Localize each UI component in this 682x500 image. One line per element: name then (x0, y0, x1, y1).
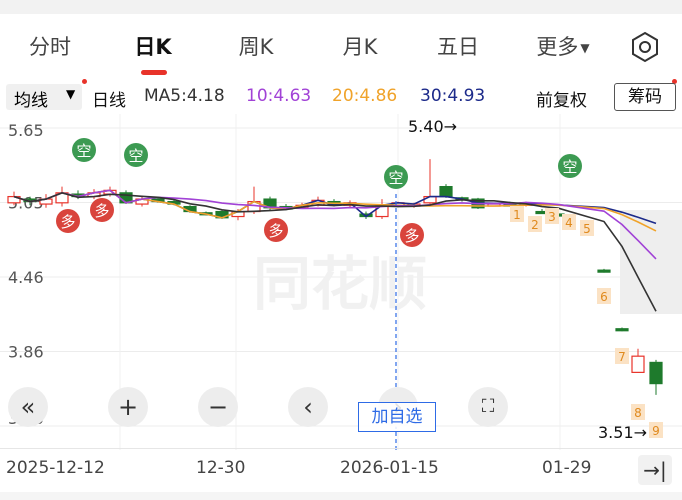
sequence-tag (562, 214, 576, 230)
fullscreen-button[interactable]: ⛶ (468, 387, 508, 427)
period-label: 日线 (92, 91, 126, 111)
date-axis (0, 448, 682, 457)
tab-more[interactable]: 更多 ▼ (526, 14, 600, 78)
y-tick-label: 4.46 (8, 268, 44, 287)
zoom-in-button[interactable]: + (108, 387, 148, 427)
kong-marker-label: 空 (388, 169, 403, 187)
ma20-value: 20:4.86 (332, 86, 398, 106)
date-tick: 12-30 (196, 458, 246, 478)
sequence-tag-label: 5 (583, 222, 591, 236)
candle-body (423, 195, 437, 204)
ma5-line (13, 191, 657, 312)
candle-body (615, 328, 629, 332)
ma5-value: MA5:4.18 (144, 86, 225, 106)
duo-marker-label: 多 (404, 227, 419, 245)
duo-marker-label: 多 (94, 202, 109, 220)
duo-marker (400, 223, 424, 247)
candle-body (439, 186, 453, 198)
kong-marker (124, 143, 148, 167)
bottom-bar (0, 492, 682, 500)
ma30-value: 30:4.93 (420, 86, 486, 106)
sequence-tag (510, 206, 524, 222)
date-tick: 2025-12-12 (6, 458, 105, 478)
kong-marker (72, 138, 96, 162)
candle-body (631, 355, 645, 373)
y-tick-label: 3.86 (8, 343, 44, 362)
kong-marker (558, 154, 582, 178)
sequence-tag (597, 288, 611, 304)
duo-marker (56, 209, 80, 233)
ma10-value: 10:4.63 (246, 86, 312, 106)
adjust-select[interactable]: 前复权 (536, 91, 587, 111)
sequence-tag-label: 4 (565, 216, 573, 230)
min-price-label: 3.51→ (598, 423, 647, 442)
max-price-label: 5.40→ (408, 117, 457, 136)
candle-body (649, 361, 663, 385)
sequence-tag (545, 208, 559, 224)
add-to-watchlist-button[interactable]: 加自选 (358, 402, 436, 432)
notification-dot (672, 79, 677, 84)
tab-week-k[interactable]: 周K (238, 35, 274, 59)
date-tick: 01-29 (542, 458, 592, 478)
y-tick-label: 5.65 (8, 121, 44, 140)
sequence-tag (580, 220, 594, 236)
tab-five-day[interactable]: 五日 (437, 35, 479, 59)
active-tab-indicator (141, 70, 167, 75)
sequence-tag-label: 1 (513, 208, 521, 222)
tab-fenshi[interactable]: 分时 (29, 35, 71, 59)
sequence-tag-label: 9 (652, 424, 660, 438)
notification-dot (82, 79, 87, 84)
period-tabs: 分时 日K 周K 月K 五日 更多 ▼ (0, 14, 682, 78)
watermark: 同花顺 (253, 250, 427, 318)
zoom-out-button[interactable]: − (198, 387, 238, 427)
tab-more-label: 更多 (536, 35, 579, 59)
caret-down-icon: ▼ (66, 87, 76, 101)
ma-type-label: 均线 (14, 91, 48, 111)
duo-marker-label: 多 (60, 213, 75, 231)
candlestick-chart[interactable]: 同花顺5.655.054.463.863.265.40→3.51→空空空空多多多… (0, 114, 682, 450)
sequence-tag (615, 348, 629, 364)
sequence-tag-label: 3 (548, 210, 556, 224)
duo-marker-label: 多 (268, 222, 283, 240)
kong-marker (384, 165, 408, 189)
kong-marker-label: 空 (562, 158, 577, 176)
sequence-tag-label: 6 (600, 290, 608, 304)
sequence-tag-label: 8 (634, 406, 642, 420)
sequence-tag (649, 422, 663, 438)
kong-marker-label: 空 (76, 142, 91, 160)
duo-marker (264, 218, 288, 242)
settings-icon[interactable] (628, 30, 662, 64)
caret-down-icon: ▼ (580, 41, 590, 55)
chouma-button[interactable]: 筹码 (614, 83, 676, 111)
sequence-tag (528, 216, 542, 232)
tab-day-k[interactable]: 日K (134, 35, 172, 59)
first-page-button[interactable]: « (8, 387, 48, 427)
kong-marker-label: 空 (128, 147, 143, 165)
ma-type-select[interactable]: 均线 ▼ (6, 84, 82, 111)
date-tick: 2026-01-15 (340, 458, 439, 478)
duo-marker (90, 198, 114, 222)
jump-to-latest-button[interactable]: →| (638, 455, 672, 485)
sequence-tag-label: 7 (618, 350, 626, 364)
prev-button[interactable]: ‹ (288, 387, 328, 427)
ma-legend-bar: 均线 ▼ 日线 MA5:4.18 10:4.63 20:4.86 30:4.93 … (0, 80, 682, 114)
status-strip (0, 0, 682, 14)
sequence-tag-label: 2 (531, 218, 539, 232)
sequence-tag (631, 404, 645, 420)
candle-body (597, 269, 611, 273)
tab-month-k[interactable]: 月K (342, 35, 378, 59)
